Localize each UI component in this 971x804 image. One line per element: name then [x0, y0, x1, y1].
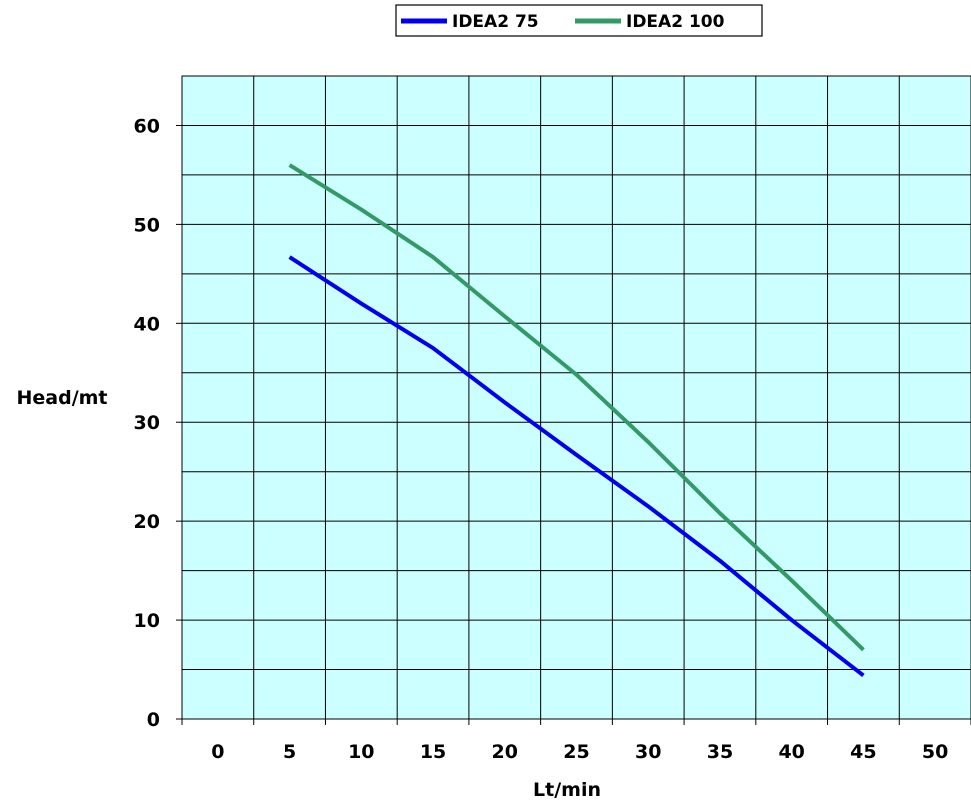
legend-label-2: IDEA2 100	[626, 12, 725, 32]
legend-label-1: IDEA2 75	[452, 12, 539, 32]
x-tick-label: 50	[922, 741, 948, 763]
x-tick-label: 10	[348, 741, 374, 763]
y-axis-title: Head/mt	[16, 387, 107, 409]
y-tick-label: 30	[134, 412, 160, 434]
x-axis-title: Lt/min	[533, 779, 601, 801]
y-tick-label: 40	[134, 313, 160, 335]
x-tick-label: 40	[778, 741, 804, 763]
y-tick-label: 0	[147, 709, 160, 731]
x-tick-label: 0	[211, 741, 224, 763]
legend: IDEA2 75 IDEA2 100	[395, 4, 763, 37]
x-tick-label: 15	[420, 741, 446, 763]
y-tick-label: 20	[134, 511, 160, 533]
y-tick-label: 50	[134, 214, 160, 236]
x-tick-label: 20	[492, 741, 518, 763]
x-tick-label: 30	[635, 741, 661, 763]
x-tick-label: 25	[563, 741, 589, 763]
x-tick-label: 45	[850, 741, 876, 763]
y-tick-label: 60	[134, 115, 160, 137]
y-tick-label: 10	[134, 610, 160, 632]
series-group	[288, 163, 865, 678]
x-axis-ticks: 0 5 10 15 20 25 30 35 40 45 50	[181, 719, 971, 763]
y-axis-ticks: 0 10 20 30 40 50 60	[134, 115, 182, 731]
x-tick-label: 5	[283, 741, 296, 763]
series-line-1	[288, 255, 865, 678]
plot-background	[181, 75, 971, 720]
series-line-2	[288, 163, 865, 652]
x-tick-label: 35	[707, 741, 733, 763]
plot-area	[181, 75, 971, 720]
